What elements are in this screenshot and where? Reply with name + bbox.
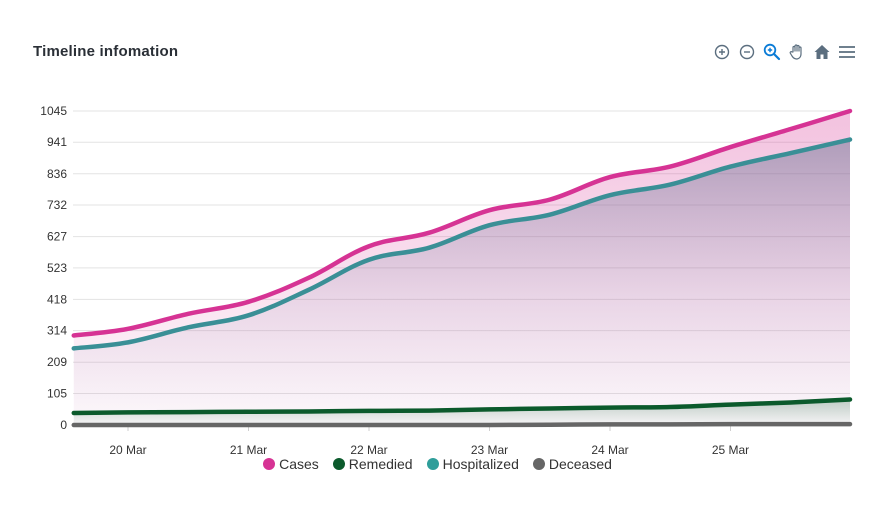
remedied-line[interactable] <box>71 397 853 416</box>
y-tick-label: 836 <box>47 167 67 181</box>
hospitalized-area <box>73 139 850 425</box>
zoom-in-icon[interactable] <box>712 42 732 62</box>
cases-line[interactable] <box>71 108 853 338</box>
y-tick-label: 941 <box>47 135 67 149</box>
y-tick-label: 105 <box>47 386 67 400</box>
y-tick-label: 418 <box>47 292 67 306</box>
remedied-area <box>73 399 850 425</box>
zoom-out-icon[interactable] <box>737 42 757 62</box>
hospitalized-line[interactable] <box>71 137 853 351</box>
deceased-line[interactable] <box>71 421 853 428</box>
legend-marker-deceased <box>532 458 545 470</box>
x-tick-label: 20 Mar <box>109 443 146 457</box>
chart-toolbar <box>712 42 857 62</box>
legend-item-remedied[interactable]: Remedied <box>332 456 413 472</box>
legend-label-remedied: Remedied <box>348 456 413 472</box>
legend-item-cases[interactable]: Cases <box>263 456 319 472</box>
y-tick-label: 0 <box>60 418 67 432</box>
y-tick-label: 1045 <box>40 104 67 118</box>
legend-item-hospitalized[interactable]: Hospitalized <box>426 456 519 472</box>
y-axis: 0 105 209 314 418 523 627 732 836 941 1045 <box>40 104 67 432</box>
legend-marker-remedied <box>332 458 345 470</box>
y-tick-label: 732 <box>47 198 67 212</box>
legend-marker-cases <box>263 458 276 470</box>
legend-label-cases: Cases <box>279 456 319 472</box>
y-tick-label: 314 <box>47 324 67 338</box>
selection-zoom-icon[interactable] <box>762 42 782 62</box>
x-tick-label: 25 Mar <box>712 443 749 457</box>
menu-icon[interactable] <box>837 42 857 62</box>
series-lines <box>71 108 853 428</box>
chart-legend: Cases Remedied Hospitalized Deceased <box>0 456 875 472</box>
legend-label-deceased: Deceased <box>548 456 612 472</box>
x-tick-label: 22 Mar <box>350 443 387 457</box>
pan-icon[interactable] <box>787 42 807 62</box>
legend-item-deceased[interactable]: Deceased <box>532 456 612 472</box>
chart-title: Timeline infomation <box>33 43 179 60</box>
legend-marker-hospitalized <box>426 458 439 470</box>
legend-label-hospitalized: Hospitalized <box>442 456 519 472</box>
x-tick-label: 24 Mar <box>591 443 628 457</box>
x-tick-label: 23 Mar <box>471 443 508 457</box>
x-axis: 20 Mar 21 Mar 22 Mar 23 Mar 24 Mar 25 Mar <box>109 425 749 457</box>
x-tick-label: 21 Mar <box>230 443 267 457</box>
y-tick-label: 627 <box>47 230 67 244</box>
y-tick-label: 523 <box>47 261 67 275</box>
reset-home-icon[interactable] <box>812 42 832 62</box>
y-tick-label: 209 <box>47 355 67 369</box>
